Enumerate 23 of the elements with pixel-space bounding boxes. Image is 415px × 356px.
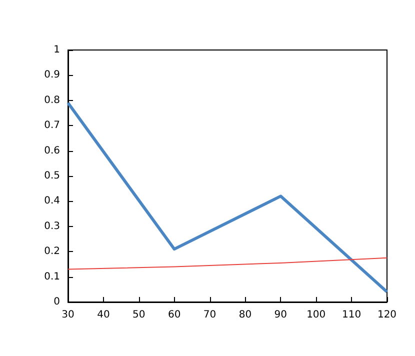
x-tick-label: 60 <box>168 310 181 320</box>
x-tick-label: 120 <box>377 310 397 320</box>
y-tick-label: 0.3 <box>44 220 60 232</box>
x-tick-label: 70 <box>203 310 216 320</box>
line-series <box>66 101 388 294</box>
y-tick-label: 0.2 <box>44 246 60 258</box>
y-tick-label: 0 <box>54 296 60 308</box>
x-tick-label: 40 <box>97 310 110 320</box>
x-tick-label: 50 <box>132 310 146 320</box>
y-tick-label: 0.5 <box>44 170 60 182</box>
y-tick-label: 0.1 <box>44 271 60 282</box>
y-tick-label: 0.4 <box>44 196 60 207</box>
y-tick-label: 0.8 <box>44 94 60 106</box>
line-series <box>68 257 388 270</box>
x-tick-label: 30 <box>62 310 74 320</box>
x-tick-label: 110 <box>342 310 362 320</box>
x-tick-label: 80 <box>238 310 252 320</box>
y-tick-label: 0.7 <box>44 120 60 132</box>
y-tick-label: 0.9 <box>44 70 60 81</box>
x-tick-label: 90 <box>274 310 288 320</box>
x-tick-label: 100 <box>306 310 326 320</box>
y-tick-label: 1 <box>54 44 60 56</box>
y-tick-label: 0.6 <box>44 145 60 156</box>
